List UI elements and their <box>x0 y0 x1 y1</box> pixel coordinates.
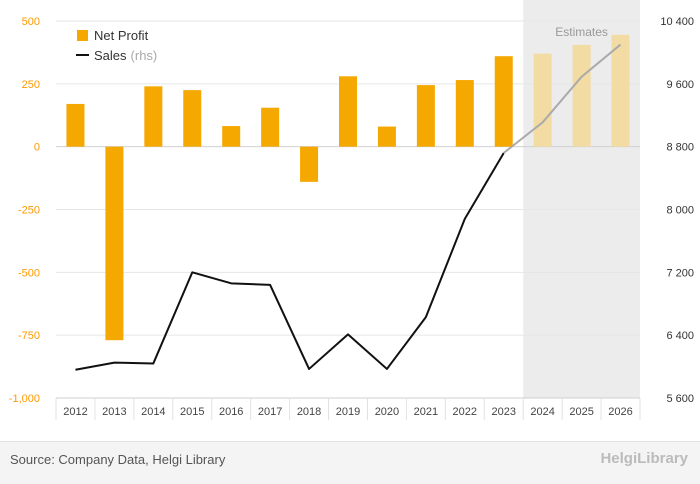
legend-net-profit-swatch <box>77 30 88 41</box>
x-tick-label: 2022 <box>453 406 477 418</box>
x-tick-label: 2021 <box>414 406 438 418</box>
net-profit-bar <box>416 85 435 147</box>
sales-line-actual <box>75 152 505 371</box>
legend-sales-label: Sales (rhs) <box>94 48 157 63</box>
x-axis: 2012 2013 2014 2015 2016 2017 2018 2019 2020 2021… <box>55 398 641 420</box>
estimates-label: Estimates <box>555 25 608 39</box>
right-axis: 10 400 9 600 8 800 8 000 7 200 6 400 5 600 <box>660 16 694 405</box>
right-tick-label: 8 000 <box>666 205 694 217</box>
right-tick-label: 8 800 <box>666 142 694 154</box>
net-profit-bar <box>183 90 202 147</box>
net-profit-bar <box>377 126 396 147</box>
x-tick-label: 2020 <box>375 406 399 418</box>
x-tick-label: 2023 <box>491 406 515 418</box>
x-tick-label: 2024 <box>530 406 554 418</box>
source-text: Source: Company Data, Helgi Library <box>10 452 226 467</box>
right-tick-label: 6 400 <box>666 330 694 342</box>
net-profit-bar <box>222 126 241 147</box>
left-axis: 500 250 0 -250 -500 -750 -1,000 <box>9 16 40 405</box>
net-profit-bar <box>339 76 357 147</box>
net-profit-bars <box>66 34 630 341</box>
sales-line <box>75 43 622 371</box>
right-tick-label: 9 600 <box>666 79 694 91</box>
x-tick-label: 2018 <box>297 406 321 418</box>
left-tick-label: -250 <box>18 205 40 217</box>
net-profit-bar <box>66 103 85 147</box>
chart: Estimates 500 250 0 -250 -500 -750 -1,000 10 4… <box>9 0 694 420</box>
net-profit-bar <box>455 80 474 147</box>
net-profit-bar <box>572 44 591 147</box>
net-profit-bar <box>300 146 319 182</box>
legend-net-profit-label: Net Profit <box>94 28 149 43</box>
net-profit-bar <box>494 56 513 147</box>
x-tick-label: 2019 <box>336 406 360 418</box>
net-profit-bar <box>144 86 163 147</box>
right-tick-label: 5 600 <box>666 393 694 405</box>
x-tick-label: 2012 <box>63 406 87 418</box>
left-tick-label: 500 <box>22 16 40 28</box>
x-tick-label: 2015 <box>180 406 204 418</box>
net-profit-bar <box>611 34 630 147</box>
right-tick-label: 7 200 <box>666 267 694 279</box>
x-tick-label: 2026 <box>608 406 632 418</box>
net-profit-bar <box>261 107 280 147</box>
x-tick-label: 2025 <box>569 406 593 418</box>
legend: Net Profit Sales (rhs) <box>76 28 157 63</box>
x-tick-label: 2017 <box>258 406 282 418</box>
sales-line-estimate <box>503 43 622 154</box>
left-tick-label: 250 <box>22 79 40 91</box>
left-tick-label: -500 <box>18 267 40 279</box>
x-tick-label: 2014 <box>141 406 165 418</box>
right-tick-label: 10 400 <box>660 16 694 28</box>
footer: Source: Company Data, Helgi Library Helg… <box>0 441 700 484</box>
x-tick-label: 2013 <box>102 406 126 418</box>
left-tick-label: 0 <box>34 142 40 154</box>
x-tick-label: 2016 <box>219 406 243 418</box>
net-profit-bar <box>533 53 552 147</box>
left-tick-label: -1,000 <box>9 393 40 405</box>
left-tick-label: -750 <box>18 330 40 342</box>
net-profit-bar <box>105 146 124 341</box>
helgi-library-logo: HelgiLibrary <box>600 450 688 467</box>
